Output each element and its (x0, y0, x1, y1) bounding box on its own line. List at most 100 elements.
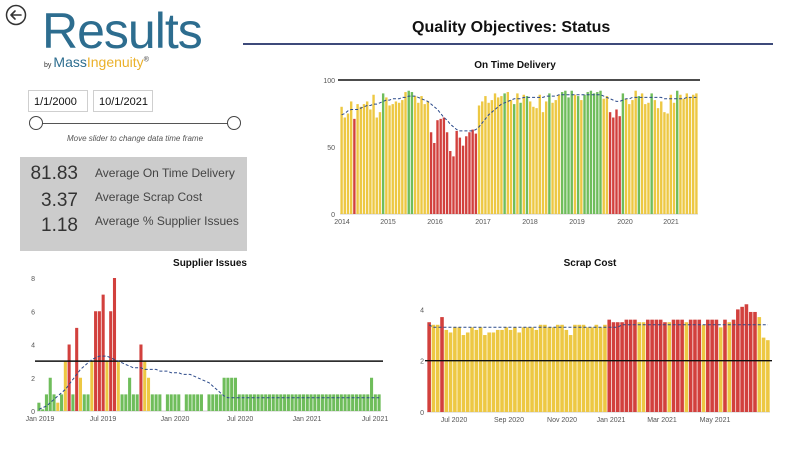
bar (723, 319, 727, 412)
bar (532, 106, 535, 214)
bar (378, 112, 382, 214)
bar (324, 394, 328, 411)
bar (590, 327, 594, 412)
bar (349, 101, 353, 214)
bar (568, 335, 573, 412)
bar (260, 394, 264, 411)
x-tick-label: Nov 2020 (547, 417, 577, 424)
bar (650, 93, 653, 214)
bar (522, 94, 525, 214)
bar (249, 394, 253, 411)
on-time-delivery-chart: 0 50 100 2014 2015 2016 2017 2018 2019 2020 2021 (323, 78, 700, 226)
x-tick-label: 2020 (617, 219, 633, 226)
bar (264, 394, 268, 411)
bar (697, 319, 702, 412)
bar (457, 327, 461, 412)
bar (656, 108, 660, 214)
bar (516, 93, 519, 214)
bar (594, 324, 599, 412)
bar (500, 96, 503, 214)
bar (199, 394, 203, 411)
trend-line (428, 324, 768, 328)
bar (252, 394, 256, 411)
bar (439, 118, 442, 214)
kpi-on-time-delivery-value: 81.83 (30, 163, 78, 184)
end-date-input[interactable]: 10/1/2021 (93, 90, 153, 112)
bar (714, 319, 719, 412)
bar (589, 90, 593, 214)
bar (328, 394, 332, 411)
bar (517, 332, 521, 412)
bar (653, 100, 657, 214)
bar (495, 329, 500, 412)
bar (525, 96, 529, 214)
bar (215, 394, 219, 411)
bar (634, 90, 637, 214)
logo-registered-mark: ® (143, 56, 149, 64)
bar (525, 327, 530, 412)
bar (173, 394, 177, 411)
bar (718, 327, 723, 412)
bar (453, 327, 457, 412)
y-tick-label: 100 (323, 78, 335, 85)
bar (433, 142, 436, 214)
trend-line (38, 355, 380, 410)
bar (497, 97, 500, 214)
bar (452, 156, 455, 214)
x-tick-label: Jan 2019 (26, 416, 55, 423)
y-tick-label: 50 (327, 145, 335, 152)
bar (612, 117, 615, 214)
bar (761, 337, 766, 412)
bar (340, 106, 343, 214)
x-tick-label: Jul 2021 (362, 416, 389, 423)
bar (538, 94, 541, 214)
x-tick-label: Jul 2020 (227, 416, 254, 423)
bar (188, 394, 192, 411)
bar (474, 329, 479, 412)
bar (474, 133, 478, 214)
bar (385, 97, 388, 214)
bar (650, 319, 654, 412)
x-tick-label: 2015 (380, 219, 396, 226)
date-range-slider-track[interactable] (36, 123, 234, 124)
bar (271, 394, 275, 411)
bar (555, 324, 560, 412)
bar (631, 100, 634, 214)
bar (513, 104, 516, 214)
bar (290, 394, 294, 411)
bar (305, 394, 309, 411)
x-tick-label: 2021 (663, 219, 679, 226)
bar (366, 394, 370, 411)
bar (680, 319, 684, 412)
bar (370, 377, 374, 411)
bar (256, 394, 260, 411)
bar (353, 118, 356, 214)
back-arrow-icon[interactable] (5, 4, 27, 26)
bar (757, 317, 762, 412)
on-time-delivery-chart-title: On Time Delivery (474, 60, 556, 71)
y-tick-label: 8 (31, 276, 35, 283)
bar (637, 96, 641, 214)
x-tick-label: Jan 2020 (161, 416, 190, 423)
bar (143, 361, 147, 411)
bar (397, 102, 401, 214)
bar (615, 109, 618, 214)
y-tick-label: 4 (420, 307, 424, 314)
bar (313, 394, 317, 411)
date-slider-end-handle[interactable] (227, 116, 241, 130)
bar (535, 108, 538, 214)
bar (693, 319, 697, 412)
date-slider-start-handle[interactable] (29, 116, 43, 130)
title-divider (243, 43, 773, 45)
bar (449, 151, 452, 214)
x-tick-label: Jul 2020 (441, 417, 468, 424)
bar (165, 394, 169, 411)
bar (544, 101, 548, 214)
y-tick-label: 2 (31, 376, 35, 383)
bar (688, 319, 693, 412)
bar (586, 92, 589, 214)
bar (267, 394, 272, 411)
start-date-input[interactable]: 1/1/2000 (28, 90, 88, 112)
bar (461, 335, 466, 412)
bar (487, 332, 491, 412)
